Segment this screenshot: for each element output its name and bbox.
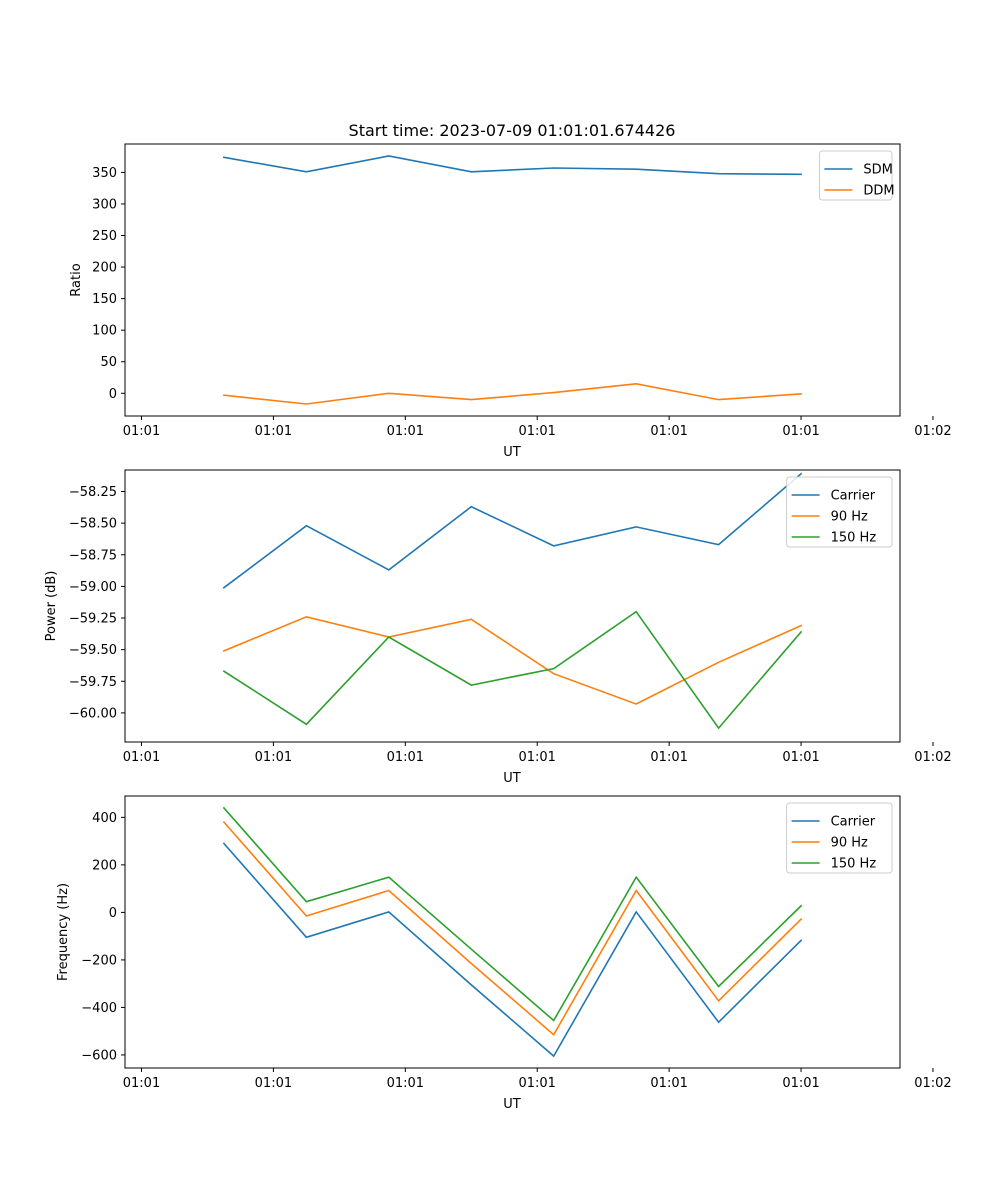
y-tick-label: −400: [81, 1001, 117, 1016]
y-tick-label: −600: [81, 1048, 117, 1063]
y-tick-label: 200: [92, 858, 117, 873]
y-tick-label: −60.00: [69, 706, 117, 721]
series-line-sdm: [222, 155, 802, 176]
y-tick-label: 100: [92, 324, 117, 339]
y-tick-label: −59.50: [69, 643, 117, 658]
y-tick-label: 0: [109, 906, 117, 921]
x-tick-label: 01:01: [650, 424, 687, 439]
y-tick-label: −59.00: [69, 580, 117, 595]
x-axis-label: UT: [503, 445, 521, 460]
y-tick-label: 0: [109, 387, 117, 402]
x-tick-label: 01:01: [387, 424, 424, 439]
legend-label: 150 Hz: [831, 531, 877, 546]
x-tick-label: 01:01: [518, 750, 555, 765]
y-tick-label: −200: [81, 953, 117, 968]
x-tick-label: 01:01: [255, 424, 292, 439]
x-tick-label: 01:02: [914, 750, 951, 765]
legend-label: 90 Hz: [831, 510, 868, 525]
panel-ratio: Start time: 2023-07-09 01:01:01.674426 0…: [69, 121, 952, 460]
legend-label: Carrier: [831, 489, 876, 504]
y-tick-label: 400: [92, 811, 117, 826]
legend-box: [818, 150, 893, 201]
x-tick-label: 01:01: [650, 750, 687, 765]
y-tick-label: 300: [92, 197, 117, 212]
chart-title: Start time: 2023-07-09 01:01:01.674426: [349, 121, 676, 140]
panel-frequency: 01:01 01:01 01:01 01:01 01:01 01:01 01:02 −600 −…: [56, 795, 952, 1112]
y-tick-label: −59.75: [69, 675, 117, 690]
plot-area: 01:01 01:01 01:01 01:01 01:01 01:01 01:02 −60.0…: [69, 472, 952, 765]
axes-frame: [124, 143, 901, 417]
x-tick-label: 01:01: [782, 1076, 819, 1091]
series-line-90-hz: [222, 820, 803, 1036]
y-tick-label: −59.25: [69, 612, 117, 627]
legend-label: 90 Hz: [831, 836, 868, 851]
x-tick-label: 01:01: [518, 1076, 555, 1091]
x-tick-label: 01:01: [255, 750, 292, 765]
x-tick-label: 01:01: [518, 424, 555, 439]
panel-power: 01:01 01:01 01:01 01:01 01:01 01:01 01:02 −60.0…: [44, 469, 952, 786]
plot-area: 01:01 01:01 01:01 01:01 01:01 01:01 01:02 0 50 10…: [92, 150, 952, 439]
y-tick-label: 50: [100, 355, 117, 370]
y-tick-label: 200: [92, 261, 117, 276]
legend-label: Carrier: [831, 815, 876, 830]
y-tick-label: −58.25: [69, 485, 117, 500]
x-tick-label: 01:01: [255, 1076, 292, 1091]
series-line-carrier: [222, 472, 803, 589]
x-tick-label: 01:01: [650, 1076, 687, 1091]
series-line-150-hz: [222, 610, 803, 730]
x-tick-label: 01:01: [123, 424, 160, 439]
y-tick-label: 150: [92, 292, 117, 307]
x-tick-label: 01:01: [782, 424, 819, 439]
y-axis-label: Frequency (Hz): [56, 883, 71, 981]
x-axis-label: UT: [503, 771, 521, 786]
series-line-ddm: [223, 382, 802, 405]
y-tick-label: −58.50: [69, 517, 117, 532]
y-axis-label: Ratio: [69, 263, 84, 296]
x-tick-label: 01:01: [782, 750, 819, 765]
axes-frame: [124, 469, 901, 743]
x-axis-label: UT: [503, 1097, 521, 1112]
y-tick-label: 350: [92, 166, 117, 181]
y-axis-label: Power (dB): [44, 571, 59, 642]
legend-label: 150 Hz: [831, 857, 877, 872]
legend-label: SDM: [863, 163, 892, 178]
series-line-150-hz: [222, 806, 803, 1022]
x-tick-label: 01:02: [914, 424, 951, 439]
x-tick-label: 01:01: [123, 1076, 160, 1091]
x-tick-label: 01:01: [387, 1076, 424, 1091]
series-line-carrier: [222, 842, 803, 1058]
x-tick-label: 01:01: [123, 750, 160, 765]
legend-label: DDM: [863, 184, 894, 199]
y-tick-label: −58.75: [69, 548, 117, 563]
x-tick-label: 01:01: [387, 750, 424, 765]
plot-area: 01:01 01:01 01:01 01:01 01:01 01:01 01:02 −600 −…: [81, 802, 952, 1091]
y-tick-label: 250: [92, 229, 117, 244]
axes-frame: [124, 795, 901, 1069]
series-line-90-hz: [222, 615, 803, 705]
x-tick-label: 01:02: [914, 1076, 951, 1091]
